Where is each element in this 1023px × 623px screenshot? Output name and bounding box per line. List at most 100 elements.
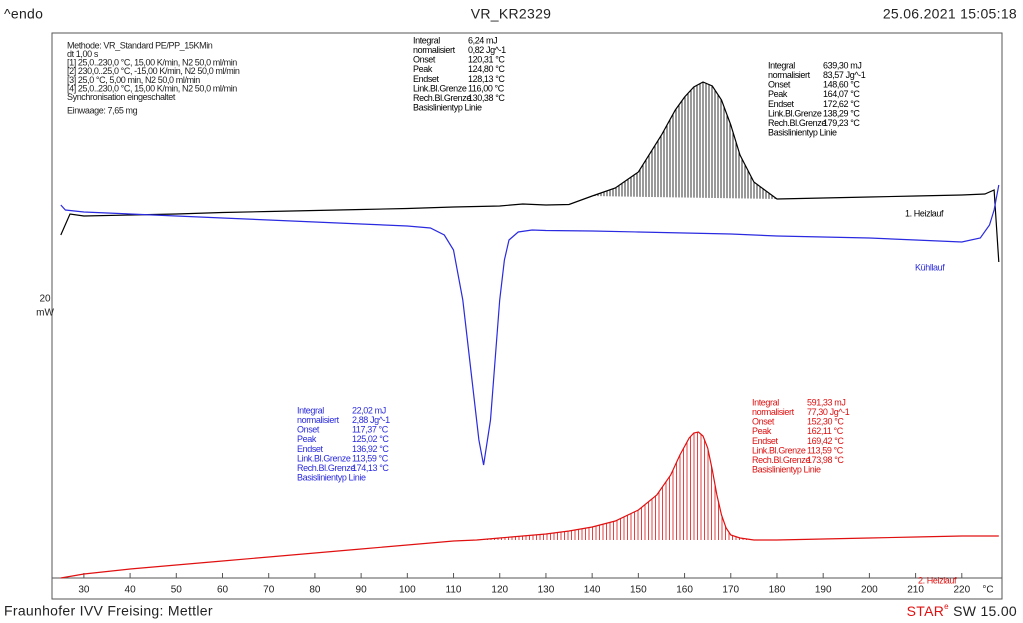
annotation-value: 172,62 °C (823, 99, 860, 109)
annotation-label: Endset (413, 74, 440, 84)
curve (60, 81, 1000, 263)
annotation-value: 136,92 °C (352, 444, 389, 454)
annotation-value: 179,23 °C (823, 118, 860, 128)
y-scale-unit: mW (36, 308, 54, 319)
annotation-label: Integral (297, 405, 324, 415)
annotation-label: Rech.Bl.Grenze (413, 93, 471, 103)
method-line: Synchronisation eingeschaltet (67, 92, 176, 102)
integration-hatch (476, 432, 754, 540)
annotation-label: Link.Bl.Grenze (752, 445, 806, 455)
x-tick-label: 130 (538, 585, 555, 596)
annotation-label: Peak (752, 426, 772, 436)
series-label: 1. Heizlauf (905, 208, 944, 218)
annotation-value: 591,33 mJ (807, 397, 845, 407)
annotation-value: 117,37 °C (352, 425, 389, 435)
annotation-value: 162,11 °C (807, 426, 844, 436)
annotation-label: Peak (768, 89, 788, 99)
footer-left: Fraunhofer IVV Freising: Mettler (4, 603, 213, 619)
x-axis-unit: °C (982, 585, 993, 596)
annotation-label: Endset (297, 444, 324, 454)
x-tick-label: 220 (953, 585, 970, 596)
x-tick-label: 210 (907, 585, 924, 596)
annotation-label: Peak (413, 64, 433, 74)
method-line: [2] 230,0..25,0 °C, -15,00 K/min, N2 50,… (67, 66, 240, 76)
annotation-value: 22,02 mJ (352, 405, 386, 415)
annotation-label: Rech.Bl.Grenze (752, 455, 810, 465)
curve (60, 184, 1000, 466)
annotation-value: 83,57 Jg^-1 (823, 70, 866, 80)
series-label: Kühllauf (915, 262, 945, 272)
x-tick-label: 190 (815, 585, 832, 596)
annotation-label: normalisiert (413, 45, 456, 55)
annotation-label: Endset (768, 99, 795, 109)
annotation-label: Onset (413, 55, 436, 65)
annotation-label: normalisiert (297, 415, 340, 425)
method-line: [3] 25,0 °C, 5,00 min, N2 50,0 ml/min (67, 75, 200, 85)
annotation-label: Basislinientyp Linie (768, 128, 837, 138)
annotation-value: 113,59 °C (807, 445, 844, 455)
footer-brand-sup: e (944, 602, 949, 611)
y-scale-value: 20 (39, 294, 51, 305)
x-tick-label: 120 (491, 585, 508, 596)
annotation-label: Link.Bl.Grenze (768, 108, 822, 118)
footer-right: STARe SW 15.00 (907, 602, 1017, 619)
annotation-value: 113,59 °C (352, 453, 389, 463)
footer-version: SW 15.00 (949, 603, 1017, 619)
header-right: 25.06.2021 15:05:18 (883, 6, 1017, 22)
annotation-value: 639,30 mJ (823, 60, 861, 70)
x-tick-label: 200 (861, 585, 878, 596)
annotation-value: 152,30 °C (807, 417, 844, 427)
annotation-label: Rech.Bl.Grenze (768, 118, 826, 128)
x-tick-label: 110 (446, 585, 462, 596)
x-tick-label: 140 (584, 585, 601, 596)
method-line: dt 1,00 s (67, 49, 99, 59)
x-tick-label: 160 (676, 585, 693, 596)
annotation-label: Onset (768, 80, 791, 90)
annotation-value: 174,13 °C (352, 463, 389, 473)
annotation-value: 138,29 °C (823, 108, 860, 118)
x-tick-label: 90 (356, 585, 368, 596)
method-line: [1] 25,0..230,0 °C, 15,00 K/min, N2 50,0… (67, 58, 237, 68)
annotation-label: Basislinientyp Linie (752, 465, 821, 475)
annotation-label: Peak (297, 434, 317, 444)
x-tick-label: 150 (630, 585, 647, 596)
plot-frame (51, 32, 1003, 600)
annotation-value: 130,38 °C (468, 93, 505, 103)
annotation-label: Onset (752, 417, 775, 427)
annotation-label: normalisiert (768, 70, 811, 80)
annotation-value: 77,30 Jg^-1 (807, 407, 850, 417)
annotation-value: 164,07 °C (823, 89, 860, 99)
annotation-value: 0,82 Jg^-1 (468, 45, 506, 55)
annotation-value: 116,00 °C (468, 83, 505, 93)
annotation-value: 128,13 °C (468, 74, 505, 84)
annotation-label: Integral (768, 60, 795, 70)
header-left: ^endo (4, 6, 43, 22)
integration-hatch (592, 82, 777, 199)
annotation-label: Rech.Bl.Grenze (297, 463, 355, 473)
x-tick-label: 30 (78, 585, 90, 596)
x-tick-label: 100 (399, 585, 416, 596)
annotation-label: Endset (752, 436, 779, 446)
annotation-value: 148,60 °C (823, 80, 860, 90)
annotation-value: 120,31 °C (468, 55, 505, 65)
annotation-label: Link.Bl.Grenze (297, 453, 351, 463)
series-label: 2. Heizlauf (918, 575, 957, 585)
annotation-value: 124,80 °C (468, 64, 505, 74)
x-tick-label: 170 (722, 585, 739, 596)
x-tick-label: 70 (263, 585, 275, 596)
x-tick-label: 180 (769, 585, 786, 596)
annotation-value: 173,98 °C (807, 455, 844, 465)
annotation-value: 6,24 mJ (468, 35, 497, 45)
x-tick-label: 40 (125, 585, 137, 596)
header-center: VR_KR2329 (471, 6, 552, 22)
annotation-label: Onset (297, 425, 320, 435)
method-line: Einwaage: 7,65 mg (67, 105, 138, 115)
x-tick-label: 80 (309, 585, 321, 596)
annotation-value: 2,88 Jg^-1 (352, 415, 390, 425)
curve (60, 431, 999, 579)
annotation-label: Integral (752, 397, 779, 407)
annotation-value: 169,42 °C (807, 436, 844, 446)
annotation-label: Link.Bl.Grenze (413, 83, 467, 93)
x-tick-label: 50 (171, 585, 183, 596)
annotation-label: Integral (413, 35, 440, 45)
